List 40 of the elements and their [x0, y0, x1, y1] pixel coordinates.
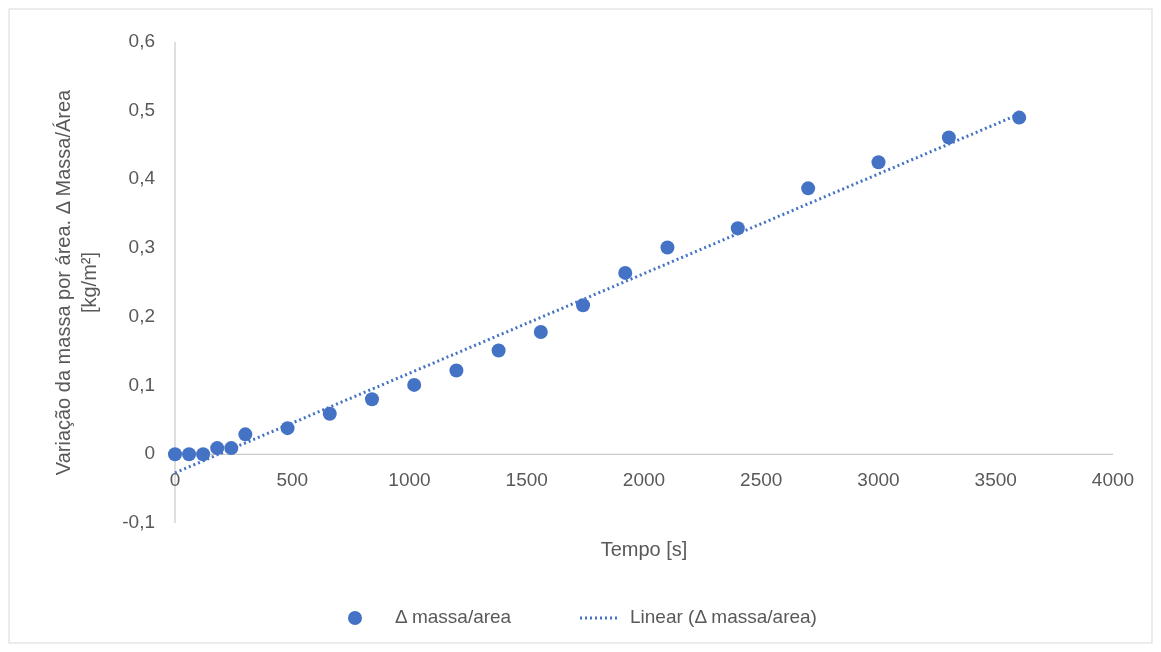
point [941, 130, 956, 145]
x-tick-label: 1500 [505, 469, 548, 491]
x-tick-label: 0 [169, 469, 181, 491]
point [182, 447, 197, 462]
point [210, 441, 225, 456]
x-axis-title: Tempo [s] [600, 538, 688, 560]
y-tick-label: 0,4 [128, 167, 156, 189]
y-tick-label: 0,2 [128, 304, 155, 326]
point [1012, 110, 1027, 125]
point [730, 221, 745, 236]
point [533, 324, 548, 339]
legend-label: Δ massa/area [395, 606, 512, 628]
x-tick-label: 3000 [857, 469, 900, 491]
point [618, 265, 633, 280]
y-tick-label: -0,1 [122, 511, 155, 533]
point [871, 155, 886, 170]
point [364, 392, 379, 407]
point [449, 363, 464, 378]
y-tick-label: 0,1 [128, 373, 155, 395]
y-tick-label: 0,5 [128, 98, 155, 120]
x-tick-label: 4000 [1091, 469, 1135, 491]
point [322, 406, 337, 421]
y-tick-label: 0,6 [128, 30, 155, 52]
x-tick-label: 1000 [388, 469, 431, 491]
point [407, 377, 422, 392]
x-tick-label: 2000 [622, 469, 666, 491]
point [660, 240, 675, 255]
point [238, 427, 253, 442]
y-tick-label: 0 [144, 442, 155, 464]
point [576, 298, 591, 313]
point [168, 447, 182, 462]
legend-label: Linear (Δ massa/area) [630, 606, 817, 628]
x-tick-label: 3500 [974, 469, 1017, 491]
x-tick-label: 2500 [740, 469, 783, 491]
y-tick-label: 0,3 [128, 236, 155, 258]
point [801, 181, 816, 196]
point [196, 447, 211, 462]
x-tick-label: 500 [276, 469, 309, 491]
y-axis-title: Variação da massa por área. Δ Massa/Área [kg/m²] [52, 88, 100, 476]
point [491, 343, 506, 358]
